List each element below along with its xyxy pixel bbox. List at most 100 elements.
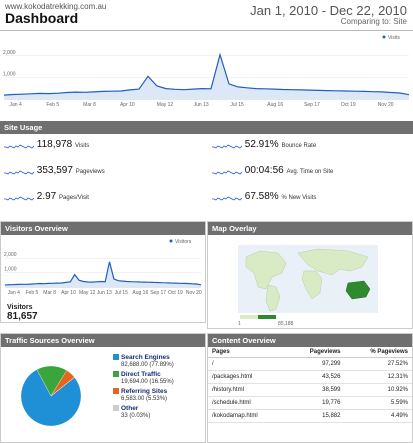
x-tick-label: Nov 20 <box>378 102 394 108</box>
site-usage-header: Site Usage <box>0 121 413 134</box>
traffic-pie-chart[interactable] <box>5 350 105 440</box>
y-tick-label: 2,000 <box>4 252 17 258</box>
traffic-source-item[interactable]: Referring Sites 6,583.00 (5.53%) <box>113 388 174 403</box>
metric-visits[interactable]: 118,978 Visits <box>4 139 89 150</box>
metric--new-visits[interactable]: 67.58% % New Visits <box>212 191 316 202</box>
metric-value: 52.91% <box>242 139 282 150</box>
pie-slice-other <box>50 377 75 397</box>
x-tick-label: Jun 13 <box>194 102 209 108</box>
metric-label: Bounce Rate <box>281 143 317 149</box>
metric-value: 118,978 <box>34 139 75 150</box>
content-overview-header: Content Overview <box>208 334 412 347</box>
x-tick-label: Feb 5 <box>25 290 38 296</box>
y-tick-label: 2,000 <box>3 50 16 56</box>
traffic-source-name: Direct Traffic <box>121 371 161 378</box>
table-row[interactable]: /97,299 27.52% <box>208 357 412 371</box>
traffic-source-detail: 6,583.00 (5.53%) <box>121 396 168 402</box>
column-header: Pageviews <box>287 347 345 358</box>
sparkline <box>4 196 35 201</box>
australia-region[interactable] <box>345 280 371 300</box>
page-path: /history.html <box>208 383 288 397</box>
cell-value: 38,599 <box>287 383 345 397</box>
metric-pageviews[interactable]: 353,597 Pageviews <box>4 165 105 176</box>
traffic-sources-header: Traffic Sources Overview <box>1 334 205 347</box>
date-range-picker[interactable]: Jan 1, 2010 - Dec 22, 2010 <box>250 3 407 18</box>
x-tick-label: Oct 19 <box>341 102 356 108</box>
metric-pages-visit[interactable]: 2.97 Pages/Visit <box>4 191 89 202</box>
sparkline <box>212 144 243 149</box>
traffic-source-name: Referring Sites <box>121 388 168 395</box>
traffic-source-name: Search Engines <box>121 354 170 361</box>
x-tick-label: Nov 20 <box>186 290 202 296</box>
cell-value: 12.31% <box>344 370 412 384</box>
visitors-overview-panel: Visitors Overview 2,000 1,000 Jan 4 Feb 5 Ma… <box>0 221 206 323</box>
sparkline <box>212 196 243 201</box>
cell-value: 43,526 <box>287 370 345 384</box>
column-header: % Pageviews <box>344 347 412 358</box>
x-tick-label: Mar 8 <box>83 102 96 108</box>
metric-value: 67.58% <box>242 191 282 202</box>
x-tick-label: Sep 17 <box>304 102 320 108</box>
pie-slice-search-engines <box>20 369 82 427</box>
table-row[interactable]: /packages.html 43,526 12.31% <box>208 370 412 384</box>
cell-value: 5.59% <box>344 396 412 410</box>
site-url: www.kokodatrekking.com.au <box>5 2 107 11</box>
x-tick-label: May 12 <box>79 290 96 296</box>
cell-value: 15,882 <box>287 409 345 423</box>
content-table: Pages Pageviews% Pageviews /97,299 27.52% /… <box>208 347 412 423</box>
metric-value: 00:04:56 <box>242 165 287 176</box>
x-tick-label: Aug 16 <box>267 102 283 108</box>
x-tick-label: Apr 10 <box>120 102 135 108</box>
legend-dot <box>382 35 386 39</box>
header-divider <box>0 30 413 31</box>
cell-value: 10.92% <box>344 383 412 397</box>
map-scale-min: 1 <box>238 321 241 327</box>
x-tick-label: Jan 4 <box>8 290 20 296</box>
main-visits-chart[interactable]: 2,000 1,000 Jan 4 Feb 5 Mar 8 Apr 10 May 12 Jun… <box>0 31 413 111</box>
table-row[interactable]: /kokodamap.html 15,882 4.49% <box>208 409 412 423</box>
traffic-source-item[interactable]: Direct Traffic 19,694.00 (16.55%) <box>113 371 174 386</box>
metric-label: Pageviews <box>75 169 105 175</box>
x-tick-label: Apr 10 <box>61 290 76 296</box>
traffic-legend: Search Engines 82,688.00 (77.89%) Direct T… <box>113 354 174 422</box>
comparing-label: Comparing to: Site <box>340 17 407 26</box>
traffic-sources-panel: Traffic Sources Overview Search Engines 8… <box>0 333 206 443</box>
sparkline <box>212 170 243 175</box>
page-path: / <box>208 357 288 371</box>
visitors-overview-header: Visitors Overview <box>1 222 205 235</box>
legend-swatch <box>113 354 119 361</box>
map-scale-max: 85,188 <box>278 321 294 327</box>
table-row[interactable]: /history.html 38,599 10.92% <box>208 383 412 397</box>
x-tick-label: Oct 19 <box>168 290 183 296</box>
legend-label: Visits <box>388 35 400 41</box>
x-tick-label: Jul 15 <box>230 102 244 108</box>
world-map[interactable]: 1 85,188 <box>208 235 412 328</box>
traffic-source-detail: 82,688.00 (77.89%) <box>121 362 174 368</box>
metric-label: Visits <box>74 143 90 149</box>
x-tick-label: May 12 <box>157 102 174 108</box>
x-tick-label: Sep 17 <box>150 290 166 296</box>
x-tick-label: Feb 5 <box>46 102 59 108</box>
x-tick-label: Aug 16 <box>132 290 148 296</box>
traffic-source-detail: 19,694.00 (16.55%) <box>121 379 174 385</box>
y-tick-label: 1,000 <box>3 71 16 77</box>
cell-value: 97,299 <box>287 357 345 371</box>
metric-label: Avg. Time on Site <box>286 169 334 175</box>
series-line <box>4 261 202 286</box>
sparkline <box>4 170 35 175</box>
main-chart-svg: 2,000 1,000 Jan 4 Feb 5 Mar 8 Apr 10 May 12 Jun… <box>3 35 410 108</box>
y-tick-label: 1,000 <box>4 267 17 273</box>
metric-label: % New Visits <box>281 195 317 201</box>
metric-value: 353,597 <box>34 165 76 176</box>
traffic-source-item[interactable]: Other 33 (0.03%) <box>113 405 174 420</box>
metric-avg-time-on-site[interactable]: 00:04:56 Avg. Time on Site <box>212 165 333 176</box>
visitors-label: Visitors <box>7 304 33 311</box>
table-row[interactable]: /schedule.html 19,776 5.59% <box>208 396 412 410</box>
visitors-chart-svg[interactable]: 2,000 1,000 Jan 4 Feb 5 Mar 8 Apr 10 May 12 Jun… <box>1 235 205 299</box>
metric-bounce-rate[interactable]: 52.91% Bounce Rate <box>212 139 316 150</box>
series-line <box>3 52 410 96</box>
cell-value: 27.52% <box>344 357 412 371</box>
traffic-source-detail: 33 (0.03%) <box>121 413 151 419</box>
traffic-source-item[interactable]: Search Engines 82,688.00 (77.89%) <box>113 354 174 369</box>
cell-value: 19,776 <box>287 396 345 410</box>
